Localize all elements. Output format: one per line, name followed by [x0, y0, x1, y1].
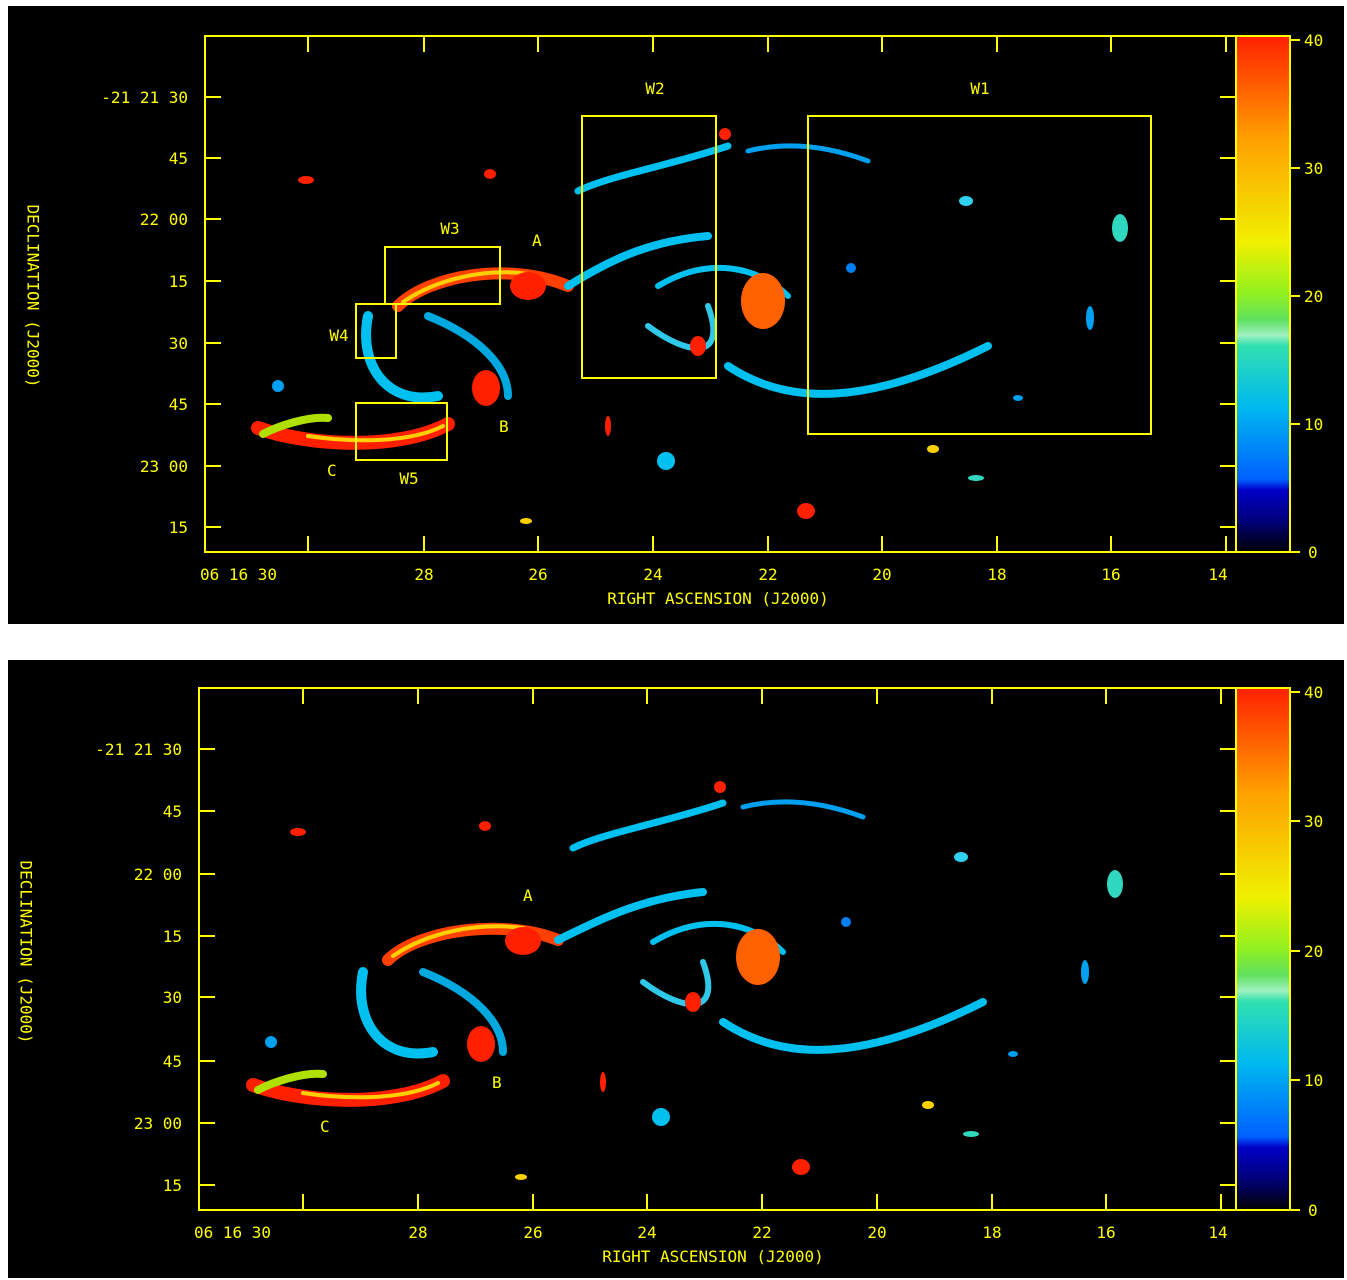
- x-tick-label: 24: [637, 1223, 656, 1242]
- region-box-w2: [581, 115, 717, 379]
- region-box-w3: [384, 246, 501, 305]
- y-tick-label: 45: [169, 395, 188, 414]
- region-box-w4: [355, 303, 397, 359]
- y-tick-label: 15: [163, 1176, 182, 1195]
- x-axis-label: RIGHT ASCENSION (J2000): [607, 589, 829, 608]
- colorbar-label: 20: [1304, 287, 1323, 306]
- source-label-c: C: [327, 461, 337, 480]
- x-tick-label: 24: [643, 565, 662, 584]
- y-tick-label: 30: [163, 988, 182, 1007]
- y-tick-label: 15: [169, 272, 188, 291]
- y-tick-label: 22 00: [140, 210, 188, 229]
- region-label-w5: W5: [399, 469, 418, 488]
- source-label-b: B: [492, 1073, 502, 1092]
- x-tick-label: 18: [987, 565, 1006, 584]
- colorbar-label: 40: [1304, 31, 1323, 50]
- x-tick-label: 06 16 30: [200, 565, 277, 584]
- colorbar: 40 30 20 10 0: [1235, 683, 1323, 1220]
- x-tick-label: 20: [867, 1223, 886, 1242]
- emission-field: [251, 128, 1128, 524]
- top-chart: 06 16 30 28 26 24 22 20 18 16 14 -21 21 …: [24, 31, 1324, 608]
- y-tick-label: -21 21 30: [101, 88, 188, 107]
- colorbar: 40 30 20 10 0: [1235, 31, 1323, 562]
- x-tick-label: 16: [1101, 565, 1120, 584]
- x-tick-label: 14: [1208, 1223, 1227, 1242]
- x-ticks: [307, 36, 1227, 552]
- colorbar-label: 10: [1304, 1071, 1323, 1090]
- y-axis-label: DECLINATION (J2000): [17, 860, 36, 1043]
- y-ticks: [205, 96, 1236, 528]
- x-axis-label: RIGHT ASCENSION (J2000): [602, 1247, 824, 1266]
- emission-field: [246, 781, 1123, 1180]
- region-label-w2: W2: [645, 79, 664, 98]
- region-box-w1: [807, 115, 1152, 435]
- x-tick-label: 26: [523, 1223, 542, 1242]
- region-boxes: [355, 115, 1152, 461]
- x-tick-label: 28: [414, 565, 433, 584]
- x-ticks: [302, 688, 1222, 1210]
- source-label-a: A: [523, 886, 533, 905]
- y-tick-label: 23 00: [134, 1114, 182, 1133]
- bottom-panel: 06 16 30 28 26 24 22 20 18 16 14 -21 21 …: [8, 660, 1344, 1278]
- source-label-c: C: [320, 1117, 330, 1136]
- plot-frame: [204, 35, 1237, 553]
- y-ticks: [199, 748, 1236, 1186]
- region-label-w1: W1: [970, 79, 989, 98]
- y-tick-label: 22 00: [134, 865, 182, 884]
- x-tick-label: 18: [982, 1223, 1001, 1242]
- source-label-b: B: [499, 417, 509, 436]
- y-tick-label: -21 21 30: [95, 740, 182, 759]
- colorbar-label: 0: [1308, 1201, 1318, 1220]
- region-label-w3: W3: [440, 219, 459, 238]
- bottom-chart: 06 16 30 28 26 24 22 20 18 16 14 -21 21 …: [17, 683, 1324, 1266]
- x-tick-label: 28: [408, 1223, 427, 1242]
- y-tick-label: 45: [169, 149, 188, 168]
- x-tick-label: 14: [1208, 565, 1227, 584]
- y-tick-label: 45: [163, 1052, 182, 1071]
- colorbar-label: 0: [1308, 543, 1318, 562]
- colorbar-label: 40: [1304, 683, 1323, 702]
- x-tick-label: 26: [528, 565, 547, 584]
- colorbar-gradient: [1235, 687, 1291, 1211]
- y-axis-label: DECLINATION (J2000): [24, 204, 43, 387]
- y-tick-label: 30: [169, 334, 188, 353]
- source-label-a: A: [532, 231, 542, 250]
- x-tick-label: 16: [1096, 1223, 1115, 1242]
- top-panel: 06 16 30 28 26 24 22 20 18 16 14 -21 21 …: [8, 6, 1344, 624]
- region-label-w4: W4: [329, 326, 348, 345]
- y-tick-label: 15: [169, 518, 188, 537]
- colorbar-label: 30: [1304, 159, 1323, 178]
- y-tick-label: 23 00: [140, 457, 188, 476]
- colorbar-label: 30: [1304, 812, 1323, 831]
- colorbar-label: 10: [1304, 415, 1323, 434]
- x-tick-label: 22: [752, 1223, 771, 1242]
- x-tick-label: 22: [758, 565, 777, 584]
- region-box-w5: [355, 402, 448, 461]
- y-tick-label: 15: [163, 927, 182, 946]
- x-tick-label: 06 16 30: [194, 1223, 271, 1242]
- y-tick-label: 45: [163, 802, 182, 821]
- colorbar-gradient: [1235, 35, 1291, 553]
- colorbar-label: 20: [1304, 942, 1323, 961]
- x-tick-label: 20: [872, 565, 891, 584]
- plot-frame: [198, 687, 1237, 1211]
